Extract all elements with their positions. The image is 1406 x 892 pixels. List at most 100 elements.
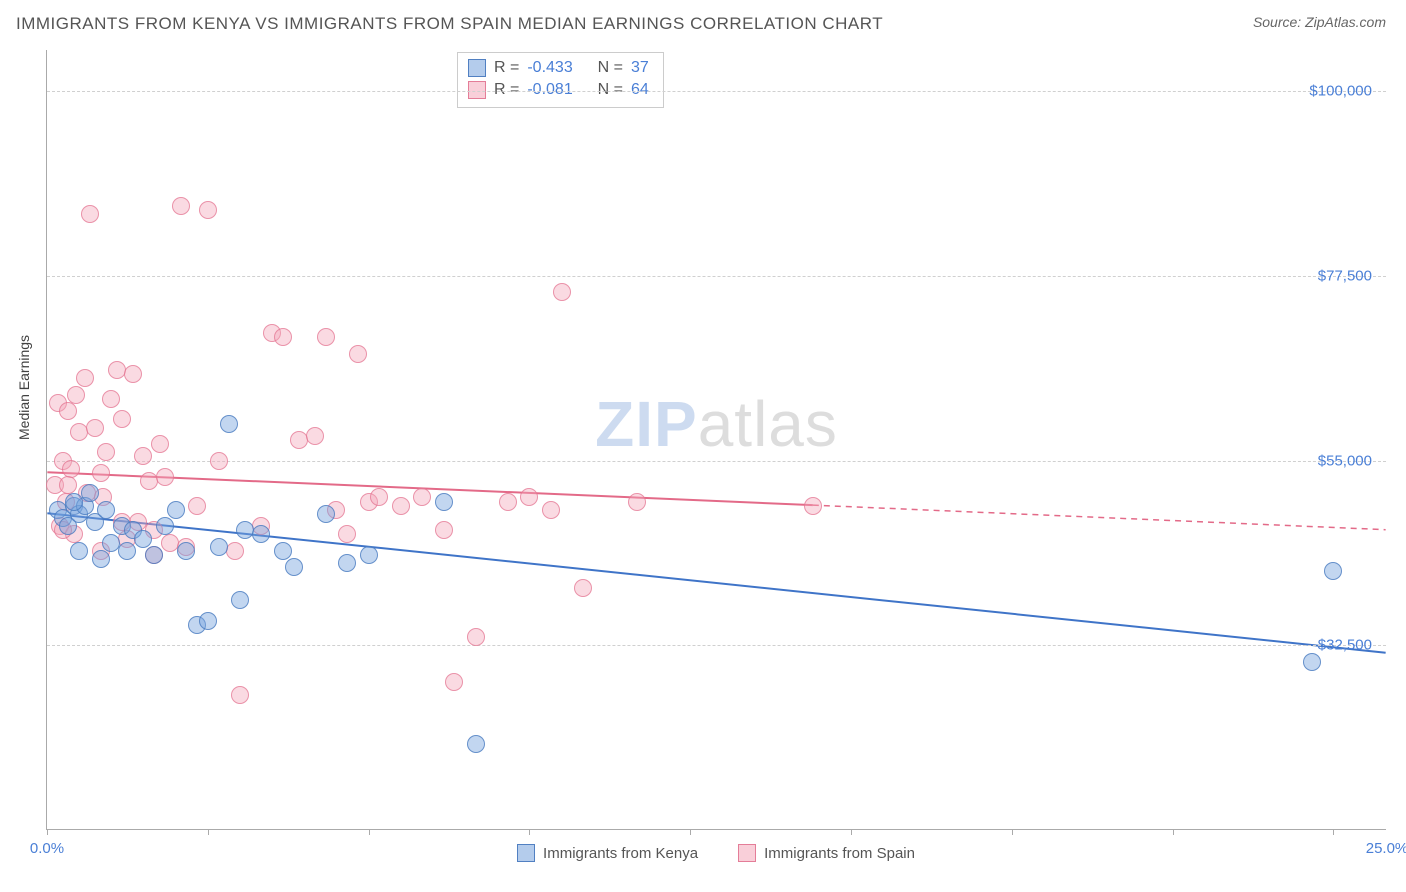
data-point: [306, 427, 324, 445]
watermark-atlas: atlas: [698, 388, 838, 460]
data-point: [65, 493, 83, 511]
swatch-pink-icon: [738, 844, 756, 862]
data-point: [59, 402, 77, 420]
data-point: [542, 501, 560, 519]
y-tick-label: $100,000: [1303, 83, 1372, 100]
data-point: [210, 452, 228, 470]
data-point: [628, 493, 646, 511]
data-point: [199, 201, 217, 219]
data-point: [338, 525, 356, 543]
data-point: [804, 497, 822, 515]
gridline: [47, 645, 1386, 646]
r-value-spain: -0.081: [527, 79, 572, 101]
data-point: [76, 369, 94, 387]
data-point: [97, 443, 115, 461]
data-point: [92, 464, 110, 482]
data-point: [349, 345, 367, 363]
x-tick: [690, 829, 691, 835]
series-legend: Immigrants from Kenya Immigrants from Sp…: [46, 844, 1386, 862]
data-point: [360, 546, 378, 564]
data-point: [317, 328, 335, 346]
r-value-kenya: -0.433: [527, 57, 572, 79]
data-point: [467, 735, 485, 753]
source-credit: Source: ZipAtlas.com: [1253, 14, 1386, 30]
data-point: [435, 493, 453, 511]
data-point: [252, 525, 270, 543]
data-point: [92, 550, 110, 568]
data-point: [118, 542, 136, 560]
data-point: [435, 521, 453, 539]
x-tick: [1333, 829, 1334, 835]
trend-lines: [47, 50, 1386, 829]
data-point: [231, 591, 249, 609]
x-tick: [208, 829, 209, 835]
data-point: [445, 673, 463, 691]
data-point: [156, 468, 174, 486]
legend-item-kenya: Immigrants from Kenya: [517, 844, 698, 862]
data-point: [1303, 653, 1321, 671]
y-tick-label: $55,000: [1312, 452, 1372, 469]
data-point: [520, 488, 538, 506]
swatch-blue-icon: [468, 59, 486, 77]
data-point: [1324, 562, 1342, 580]
data-point: [274, 542, 292, 560]
data-point: [188, 497, 206, 515]
y-tick-label: $32,500: [1312, 637, 1372, 654]
data-point: [167, 501, 185, 519]
gridline: [47, 276, 1386, 277]
data-point: [81, 484, 99, 502]
data-point: [274, 328, 292, 346]
n-value-spain: 64: [631, 79, 649, 101]
data-point: [499, 493, 517, 511]
chart-header: IMMIGRANTS FROM KENYA VS IMMIGRANTS FROM…: [0, 0, 1406, 40]
data-point: [317, 505, 335, 523]
y-axis-label: Median Earnings: [16, 335, 32, 440]
data-point: [151, 435, 169, 453]
legend-row-spain: R = -0.081 N = 64: [468, 79, 649, 101]
watermark: ZIPatlas: [595, 387, 838, 461]
x-tick: [369, 829, 370, 835]
n-value-kenya: 37: [631, 57, 649, 79]
data-point: [338, 554, 356, 572]
data-point: [172, 197, 190, 215]
x-tick: [529, 829, 530, 835]
data-point: [220, 415, 238, 433]
data-point: [285, 558, 303, 576]
data-point: [134, 530, 152, 548]
scatter-chart: Median Earnings ZIPatlas R = -0.433 N = …: [46, 50, 1386, 830]
x-tick: [47, 829, 48, 835]
data-point: [467, 628, 485, 646]
data-point: [413, 488, 431, 506]
data-point: [392, 497, 410, 515]
x-tick: [1012, 829, 1013, 835]
plot-area: ZIPatlas R = -0.433 N = 37 R = -0.081 N …: [46, 50, 1386, 830]
x-tick: [851, 829, 852, 835]
data-point: [124, 365, 142, 383]
legend-item-spain: Immigrants from Spain: [738, 844, 915, 862]
data-point: [553, 283, 571, 301]
data-point: [108, 361, 126, 379]
swatch-blue-icon: [517, 844, 535, 862]
data-point: [145, 546, 163, 564]
gridline: [47, 91, 1386, 92]
data-point: [67, 386, 85, 404]
data-point: [236, 521, 254, 539]
data-point: [70, 542, 88, 560]
chart-title: IMMIGRANTS FROM KENYA VS IMMIGRANTS FROM…: [16, 14, 883, 34]
data-point: [370, 488, 388, 506]
data-point: [226, 542, 244, 560]
y-tick-label: $77,500: [1312, 267, 1372, 284]
data-point: [199, 612, 217, 630]
data-point: [177, 542, 195, 560]
data-point: [62, 460, 80, 478]
data-point: [59, 476, 77, 494]
legend-row-kenya: R = -0.433 N = 37: [468, 57, 649, 79]
watermark-zip: ZIP: [595, 388, 698, 460]
data-point: [81, 205, 99, 223]
data-point: [113, 410, 131, 428]
gridline: [47, 461, 1386, 462]
swatch-pink-icon: [468, 81, 486, 99]
data-point: [574, 579, 592, 597]
data-point: [97, 501, 115, 519]
data-point: [86, 419, 104, 437]
